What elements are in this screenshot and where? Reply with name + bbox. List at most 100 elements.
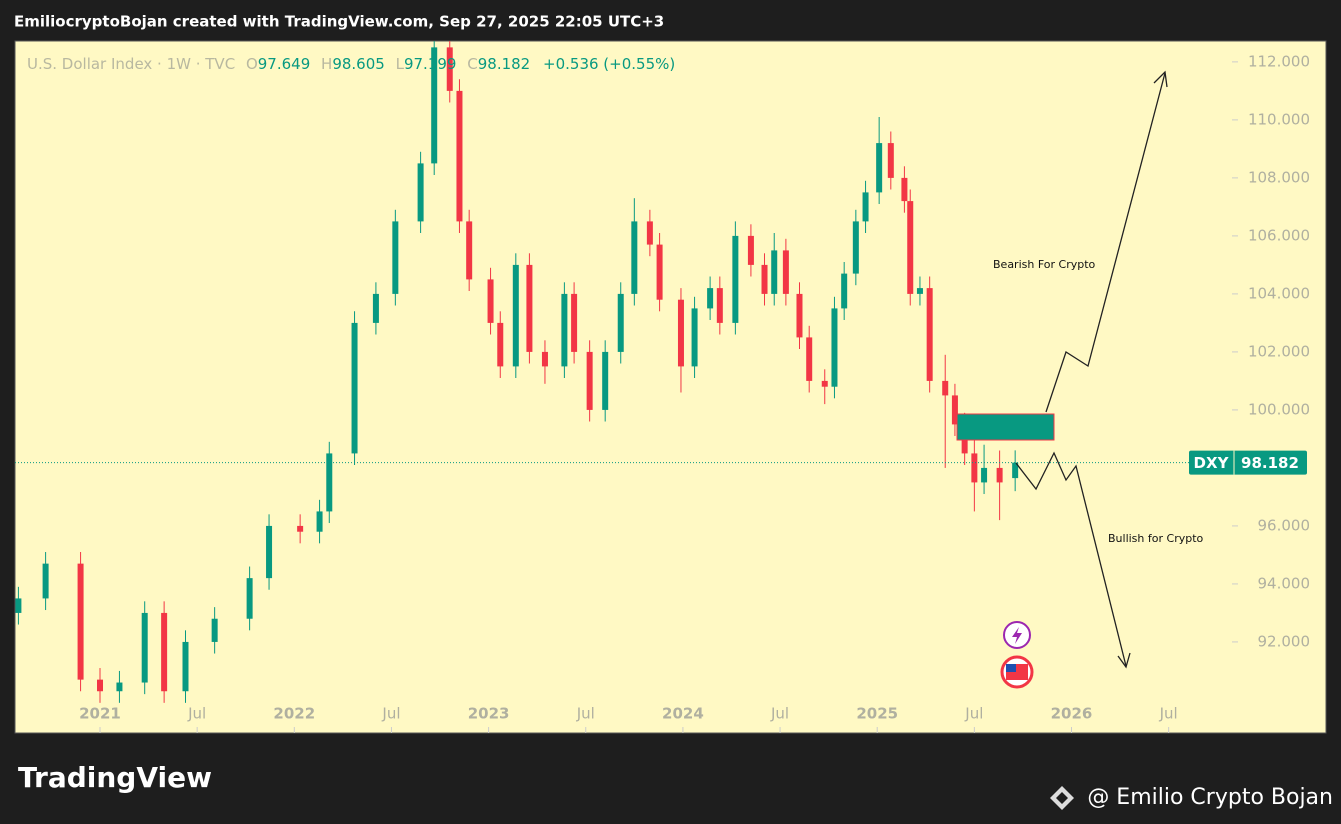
candle-body	[862, 192, 869, 222]
candle-body	[782, 250, 789, 294]
candle-body	[942, 380, 949, 396]
candle-body	[716, 288, 723, 323]
x-tick-label: 2024	[662, 705, 704, 723]
candle-body	[116, 682, 123, 692]
candle-body	[732, 235, 739, 323]
ohlc-label: H	[321, 55, 332, 73]
candle-body	[326, 453, 333, 512]
candle-body	[372, 293, 379, 323]
candle-body	[646, 221, 653, 245]
candle-body	[161, 612, 168, 692]
plot	[15, 41, 1019, 703]
header: EmiliocryptoBojan created with TradingVi…	[14, 13, 664, 31]
x-tick-label: Jul	[576, 705, 595, 723]
candle-body	[97, 679, 104, 692]
last-price: 98.182	[1241, 454, 1299, 472]
flag-canton	[1006, 664, 1016, 672]
legend: U.S. Dollar Index · 1W · TVC O97.649 H98…	[27, 55, 675, 73]
candle-body	[417, 163, 424, 222]
candle-body	[926, 288, 933, 381]
candle-body	[571, 293, 578, 352]
candle-body	[771, 250, 778, 294]
candle-body	[996, 467, 1003, 483]
candle-body	[971, 453, 978, 483]
ticker-label: DXY	[1194, 454, 1230, 472]
candle-body	[761, 264, 768, 294]
candle-body	[602, 351, 609, 410]
x-tick-label: 2025	[856, 705, 898, 723]
candle-body	[182, 641, 189, 692]
author-icon	[1050, 786, 1074, 810]
candle-body	[466, 221, 473, 280]
candle-body	[841, 273, 848, 309]
y-tick-label: 108.000	[1248, 168, 1310, 186]
candle-body	[541, 351, 548, 367]
ohlc-value: 98.182	[478, 55, 531, 73]
candle-body	[15, 598, 22, 613]
candle-body	[561, 293, 568, 367]
candle-body	[266, 525, 273, 579]
candle-body	[246, 578, 253, 619]
ohlc-value: 97.199	[404, 55, 457, 73]
candle-body	[297, 525, 304, 532]
candle-body	[431, 47, 438, 164]
candle-body	[526, 264, 533, 352]
x-tick-label: Jul	[381, 705, 400, 723]
candle-body	[141, 612, 148, 683]
chart-background	[14, 40, 1327, 734]
symbol: U.S. Dollar Index · 1W · TVC	[27, 55, 235, 73]
annotation: Bearish For Crypto	[993, 258, 1096, 271]
ohlc-label: C	[467, 55, 477, 73]
change: +0.536 (+0.55%)	[543, 55, 675, 73]
candle-body	[1012, 462, 1019, 479]
logo: TradingView	[18, 761, 212, 794]
x-tick-label: Jul	[187, 705, 206, 723]
candle-body	[446, 47, 453, 91]
y-tick-label: 110.000	[1248, 110, 1310, 128]
candle-body	[42, 563, 49, 599]
annotation: Bullish for Crypto	[1108, 532, 1204, 545]
candle-body	[951, 395, 958, 425]
arrow-head	[1153, 70, 1168, 88]
x-tick-label: 2026	[1051, 705, 1093, 723]
candle-body	[796, 293, 803, 338]
candle-body	[887, 143, 894, 178]
y-tick-label: 92.000	[1258, 632, 1311, 650]
y-tick-label: 96.000	[1258, 516, 1311, 534]
x-tick-label: Jul	[964, 705, 983, 723]
zone	[956, 413, 1055, 441]
candle-body	[497, 322, 504, 367]
bear-path	[1015, 451, 1127, 667]
candle-body	[981, 467, 988, 483]
candle-body	[901, 177, 908, 202]
arrow-head	[1117, 652, 1131, 669]
ohlc-label: O	[246, 55, 258, 73]
candle-body	[617, 293, 624, 352]
candle-body	[487, 279, 494, 323]
candle-body	[631, 221, 638, 294]
candle-body	[876, 143, 883, 193]
ohlc-value: 98.605	[332, 55, 385, 73]
candle-body	[821, 380, 828, 387]
candle-body	[512, 264, 519, 367]
candle-body	[392, 221, 399, 294]
candle-body	[691, 308, 698, 367]
candle-body	[852, 221, 859, 274]
bolt	[1012, 627, 1022, 644]
candle-body	[586, 351, 593, 410]
candle-body	[806, 337, 813, 381]
candle-body	[831, 308, 838, 387]
y-tick-label: 102.000	[1248, 342, 1310, 360]
price-label-box	[1189, 450, 1307, 475]
y-tick-label: 112.000	[1248, 52, 1310, 70]
x-tick-label: Jul	[770, 705, 789, 723]
y-tick-label: 106.000	[1248, 226, 1310, 244]
ohlc-value: 97.649	[258, 55, 311, 73]
candle-body	[656, 244, 663, 300]
y-tick-label: 94.000	[1258, 574, 1311, 592]
ohlc-label: L	[396, 55, 405, 73]
candle-body	[211, 618, 218, 642]
x-tick-label: 2023	[468, 705, 510, 723]
candle-body	[316, 511, 323, 532]
